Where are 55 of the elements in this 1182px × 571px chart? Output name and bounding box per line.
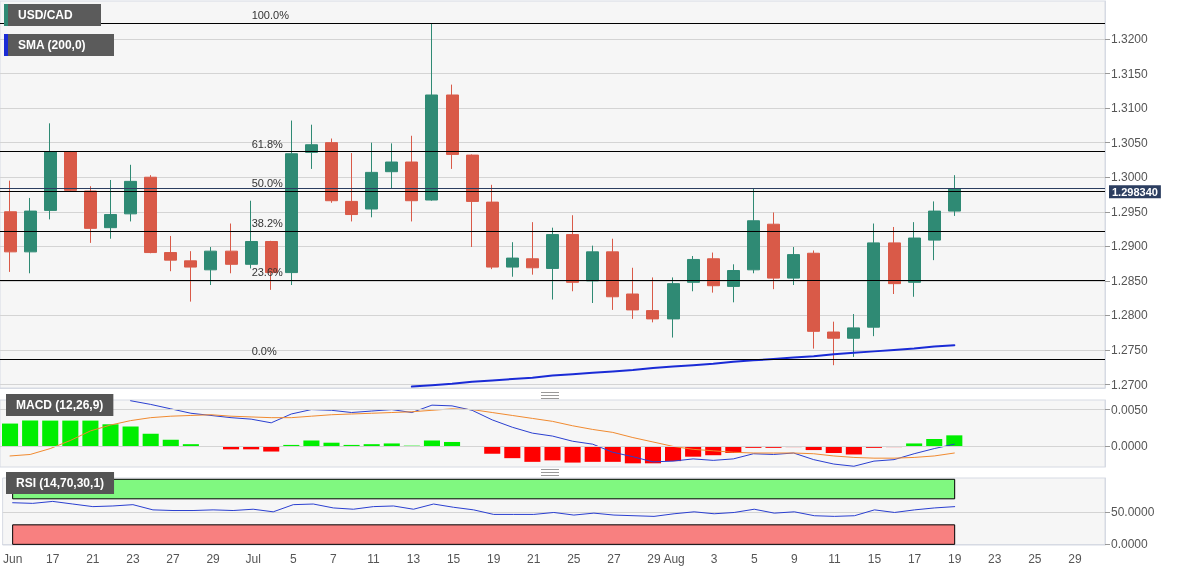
y-tick-label: 1.2950 — [1111, 204, 1149, 219]
x-tick-label: 23 — [126, 552, 140, 566]
annotation: 0.0% — [251, 344, 277, 357]
x-tick-label: Jul — [245, 552, 261, 566]
x-tick-label: 27 — [166, 552, 180, 566]
legend-label: SMA (200,0) — [17, 37, 87, 54]
y-tick-label: 1.2800 — [1111, 308, 1149, 323]
annotation: 50.0% — [251, 177, 284, 190]
chart-title: MACD (12,26,9) — [16, 398, 104, 412]
annotation: 100.0% — [251, 9, 290, 22]
x-tick-label: 29 — [1068, 552, 1082, 566]
legend-label: USD/CAD — [17, 7, 74, 24]
x-tick-label: 11 — [828, 552, 841, 566]
y-tick-label: 1.3150 — [1111, 66, 1149, 81]
x-tick-label: Aug — [663, 552, 685, 566]
y-tick-label: 1.3200 — [1111, 32, 1149, 47]
y-tick-label: 1.3050 — [1111, 135, 1149, 150]
x-tick-label: 13 — [406, 552, 421, 566]
x-tick-label: 29 — [206, 552, 221, 566]
y-tick-label: 1.2700 — [1111, 377, 1149, 392]
y-tick-label: 0.0000 — [1111, 537, 1149, 552]
x-tick-label: 17 — [907, 552, 922, 566]
y-tick-label: 1.2850 — [1111, 273, 1149, 288]
x-tick-label: 25 — [567, 552, 581, 566]
x-tick-label: 21 — [86, 552, 100, 566]
y-tick-label: 1.2900 — [1111, 239, 1149, 254]
x-tick-label: 5 — [750, 552, 758, 566]
y-tick-label: 0.0000 — [1111, 439, 1149, 454]
x-tick-label: 23 — [988, 552, 1002, 566]
y-tick-label: 50.0000 — [1111, 504, 1155, 519]
x-tick-label: 19 — [487, 552, 501, 566]
y-tick-label: 0.0050 — [1111, 402, 1149, 417]
x-tick-label: 15 — [867, 552, 882, 566]
y-tick-label: 1.3000 — [1111, 170, 1149, 185]
x-tick-label: 11 — [367, 552, 380, 566]
x-tick-label: 29 — [647, 552, 662, 566]
x-tick-label: Jun — [2, 552, 23, 566]
x-tick-label: 15 — [446, 552, 461, 566]
y-tick-label: 1.2750 — [1111, 342, 1149, 357]
x-tick-label: 3 — [710, 552, 718, 566]
x-tick-label: 7 — [330, 552, 337, 566]
legend-tag: SMA (200,0) — [4, 34, 114, 56]
legend-tag: USD/CAD — [4, 4, 101, 26]
annotation: 38.2% — [251, 217, 284, 230]
x-tick-label: 21 — [527, 552, 541, 566]
x-tick-label: 19 — [948, 552, 962, 566]
chart-title: RSI (14,70,30,1) — [16, 476, 105, 490]
x-tick-label: 9 — [790, 552, 798, 566]
annotation: 61.8% — [251, 137, 284, 150]
x-tick-label: 17 — [46, 552, 60, 566]
ref-line-label: 1.298340 — [1112, 185, 1158, 198]
x-tick-label: 25 — [1028, 552, 1042, 566]
y-tick-label: 1.3100 — [1111, 101, 1149, 116]
x-tick-label: 5 — [289, 552, 297, 566]
x-tick-label: 27 — [607, 552, 621, 566]
